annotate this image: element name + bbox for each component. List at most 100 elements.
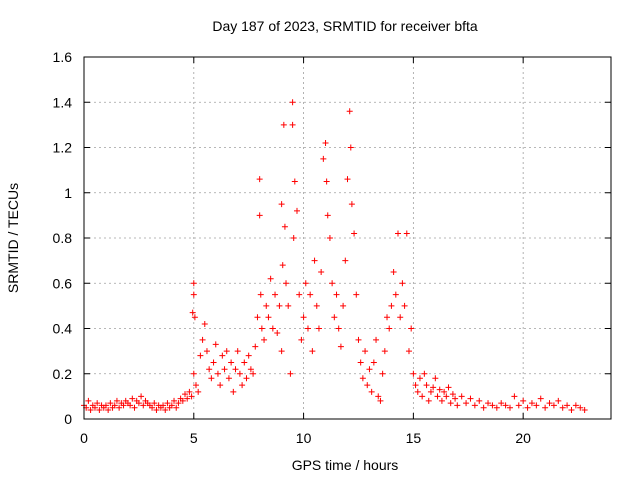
data-point — [287, 370, 294, 377]
data-point — [318, 268, 325, 275]
chart-title: Day 187 of 2023, SRMTID for receiver bft… — [212, 18, 478, 34]
data-point — [344, 176, 351, 183]
data-point — [311, 257, 318, 264]
data-point — [476, 397, 483, 404]
data-point — [537, 395, 544, 402]
data-point — [355, 336, 362, 343]
data-point — [91, 404, 98, 411]
data-point — [555, 397, 562, 404]
data-point — [390, 268, 397, 275]
data-point — [195, 388, 202, 395]
data-point — [168, 402, 175, 409]
x-tick-label: 20 — [515, 430, 531, 446]
data-point — [138, 393, 145, 400]
data-point — [256, 212, 263, 219]
data-point — [164, 400, 171, 407]
data-point — [337, 343, 344, 350]
data-point — [524, 404, 531, 411]
data-point — [291, 178, 298, 185]
x-tick-label: 0 — [80, 430, 88, 446]
data-point — [87, 406, 94, 413]
data-point — [173, 404, 180, 411]
data-point — [408, 325, 415, 332]
data-point — [368, 388, 375, 395]
data-point — [190, 280, 197, 287]
data-point — [105, 406, 112, 413]
data-point — [324, 212, 331, 219]
data-point — [140, 402, 147, 409]
data-point — [304, 325, 311, 332]
data-point — [225, 375, 232, 382]
data-point — [278, 348, 285, 355]
data-point — [307, 291, 314, 298]
y-tick-label: 1 — [64, 185, 72, 201]
data-point — [199, 336, 206, 343]
data-point — [463, 400, 470, 407]
data-point — [414, 388, 421, 395]
data-point — [298, 336, 305, 343]
data-point — [347, 144, 354, 151]
data-point — [217, 382, 224, 389]
data-point — [241, 359, 248, 366]
data-point — [189, 309, 196, 316]
data-point — [511, 393, 518, 400]
data-point — [467, 395, 474, 402]
data-point — [160, 402, 167, 409]
data-point — [370, 359, 377, 366]
data-point — [329, 280, 336, 287]
data-point — [290, 235, 297, 241]
data-point — [412, 382, 419, 389]
x-tick-label: 5 — [190, 430, 198, 446]
data-point — [289, 121, 296, 128]
data-point — [236, 370, 243, 377]
data-point — [546, 400, 553, 407]
data-point — [283, 280, 290, 287]
data-point — [502, 402, 509, 409]
data-point — [397, 314, 404, 321]
data-point — [232, 366, 239, 373]
data-point — [542, 404, 549, 411]
data-point — [533, 402, 540, 409]
data-point — [289, 99, 296, 106]
data-point — [269, 325, 276, 332]
data-point — [520, 397, 527, 404]
data-point — [175, 400, 182, 407]
data-point — [96, 406, 103, 413]
data-point — [386, 325, 393, 332]
data-point — [405, 348, 412, 355]
x-tick-label: 15 — [406, 430, 422, 446]
data-point — [278, 201, 285, 208]
data-point — [203, 348, 210, 355]
data-point — [197, 352, 204, 359]
data-point — [379, 370, 386, 377]
data-point — [377, 397, 384, 404]
data-point — [357, 359, 364, 366]
y-tick-label: 0 — [64, 411, 72, 427]
data-point — [340, 302, 347, 309]
data-point — [333, 291, 340, 298]
data-point — [384, 314, 391, 321]
data-point — [395, 230, 402, 237]
data-point — [445, 384, 452, 391]
data-point — [263, 302, 270, 309]
data-point — [221, 366, 228, 373]
data-point — [94, 400, 101, 407]
y-tick-label: 1.2 — [53, 140, 73, 156]
data-point — [276, 302, 283, 309]
data-point — [261, 336, 268, 343]
data-point — [252, 343, 259, 350]
data-point — [151, 400, 158, 407]
data-point — [364, 382, 371, 389]
data-point — [346, 108, 353, 115]
data-point — [309, 348, 316, 355]
data-point — [214, 370, 221, 377]
data-point — [443, 393, 450, 400]
data-point — [401, 302, 408, 309]
data-point — [419, 393, 426, 400]
data-point — [399, 280, 406, 287]
data-point — [498, 400, 505, 407]
y-tick-label: 0.4 — [53, 321, 73, 337]
data-point — [458, 393, 465, 400]
data-point — [212, 341, 219, 348]
data-point — [421, 370, 428, 377]
